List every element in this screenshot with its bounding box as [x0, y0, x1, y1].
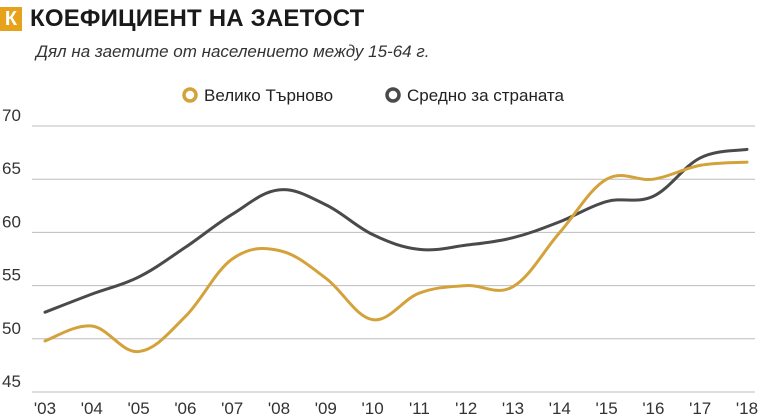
grid-lines — [32, 125, 755, 393]
x-tick-label: '17 — [689, 399, 711, 418]
x-tick-label: '16 — [642, 399, 664, 418]
y-tick-label: 60 — [2, 212, 21, 231]
x-tick-label: '05 — [128, 399, 150, 418]
series-line-1 — [43, 147, 749, 314]
series-line-0 — [43, 160, 749, 354]
x-tick-label: '07 — [221, 399, 243, 418]
x-tick-label: '10 — [362, 399, 384, 418]
y-tick-label: 55 — [2, 266, 21, 285]
y-tick-label: 45 — [2, 372, 21, 391]
x-tick-label: '13 — [502, 399, 524, 418]
chart-header: К КОЕФИЦИЕНТ НА ЗАЕТОСТ — [0, 4, 365, 34]
x-axis-ticks: '03 '04 '05 '06 '07 '08 '09 '10 '11 '12 '13 '14 '15 '… — [34, 399, 758, 418]
y-tick-label: 65 — [2, 159, 21, 178]
legend: Велико Търново Средно за страната — [182, 86, 565, 105]
y-tick-label: 50 — [2, 319, 21, 338]
y-axis-ticks: 45 50 55 60 65 70 — [2, 106, 21, 391]
x-tick-label: '14 — [549, 399, 571, 418]
series-lines — [43, 147, 749, 354]
x-tick-label: '12 — [455, 399, 477, 418]
logo-icon: К — [0, 7, 22, 31]
x-tick-label: '18 — [736, 399, 758, 418]
legend-marker-icon — [182, 87, 198, 103]
x-tick-label: '06 — [174, 399, 196, 418]
legend-label: Велико Търново — [204, 86, 333, 105]
x-tick-label: '03 — [34, 399, 56, 418]
x-tick-label: '11 — [409, 399, 430, 418]
y-tick-label: 70 — [2, 106, 21, 125]
x-tick-label: '15 — [596, 399, 618, 418]
chart-title: КОЕФИЦИЕНТ НА ЗАЕТОСТ — [30, 5, 365, 32]
chart-subtitle: Дял на заетите от населението между 15-6… — [36, 42, 430, 61]
legend-label: Средно за страната — [407, 86, 565, 105]
legend-marker-icon — [385, 87, 401, 103]
x-tick-label: '08 — [268, 399, 290, 418]
x-tick-label: '04 — [81, 399, 103, 418]
x-tick-label: '09 — [315, 399, 337, 418]
